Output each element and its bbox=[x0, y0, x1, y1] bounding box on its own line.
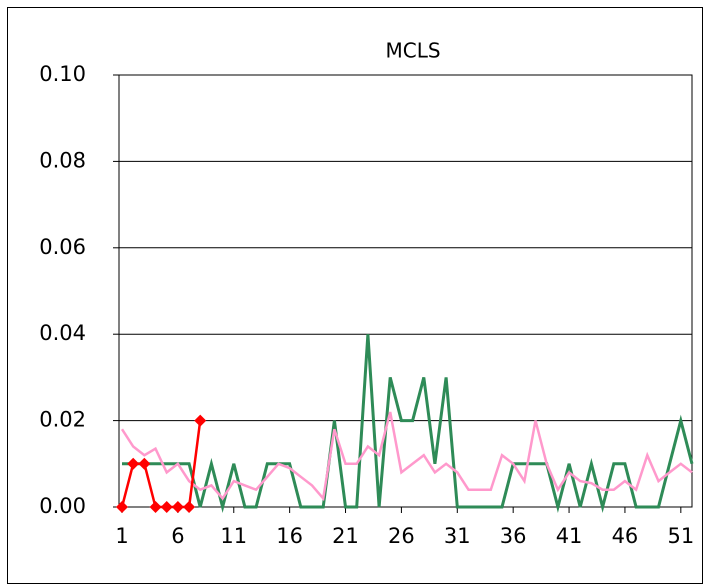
y-tick-label: 0.10 bbox=[39, 62, 86, 86]
x-tick-label: 11 bbox=[220, 524, 247, 548]
y-tick-label: 0.06 bbox=[39, 235, 86, 259]
x-tick-label: 51 bbox=[667, 524, 694, 548]
point-marker bbox=[116, 501, 128, 513]
x-tick-label: 31 bbox=[444, 524, 471, 548]
point-marker bbox=[171, 501, 184, 513]
y-tick-label: 0.00 bbox=[39, 494, 86, 518]
x-tick-label: 46 bbox=[612, 524, 639, 548]
point-marker bbox=[127, 457, 140, 470]
x-tick-label: 36 bbox=[500, 524, 527, 548]
point-marker bbox=[194, 414, 207, 427]
y-tick-label: 0.02 bbox=[39, 408, 86, 432]
point-marker bbox=[183, 501, 196, 513]
x-tick-label: 6 bbox=[171, 524, 184, 548]
plot-area bbox=[118, 74, 693, 508]
x-tick-label: 1 bbox=[115, 524, 128, 548]
x-tick-label: 26 bbox=[388, 524, 415, 548]
x-tick-label: 41 bbox=[556, 524, 583, 548]
series-line bbox=[120, 411, 693, 502]
x-tick-label: 21 bbox=[332, 524, 359, 548]
y-tick-label: 0.08 bbox=[39, 148, 86, 172]
point-marker bbox=[160, 501, 173, 513]
x-tick-label: 16 bbox=[276, 524, 303, 548]
point-marker bbox=[149, 501, 162, 513]
y-tick-label: 0.04 bbox=[39, 321, 86, 345]
chart-title: MCLS bbox=[385, 39, 440, 63]
point-marker bbox=[138, 457, 151, 470]
